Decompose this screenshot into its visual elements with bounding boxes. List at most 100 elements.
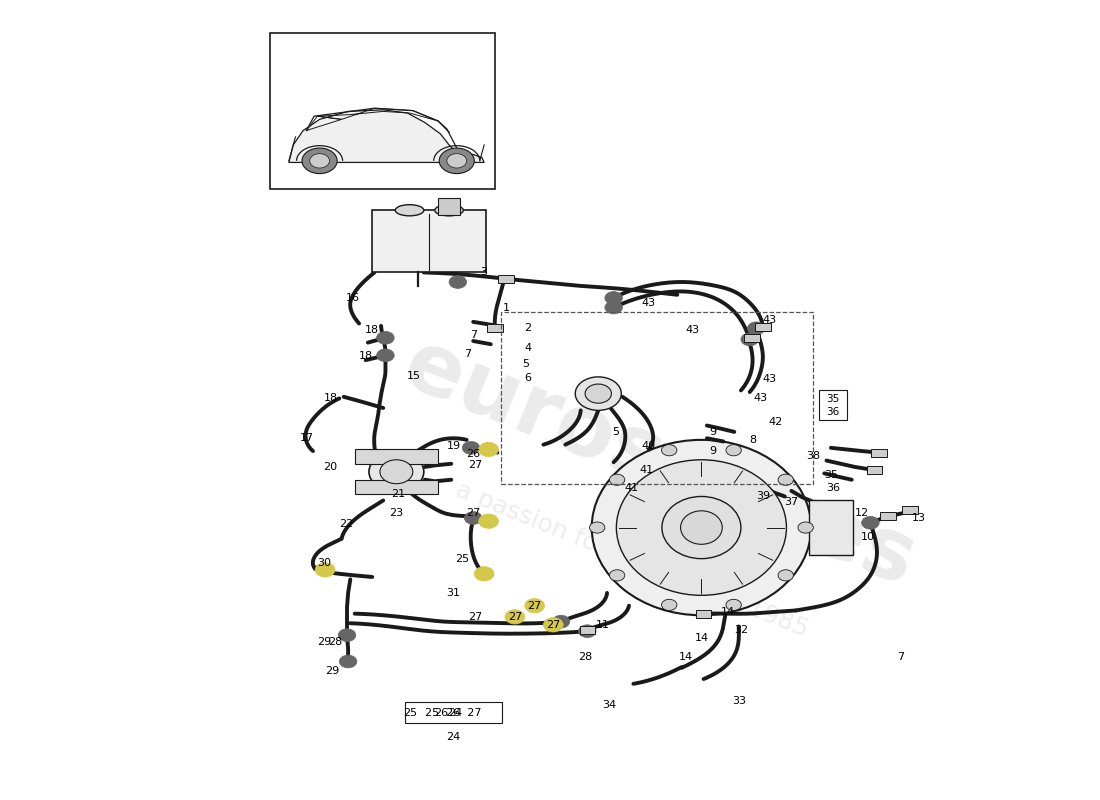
Text: 27: 27: [508, 612, 522, 622]
Text: 4: 4: [525, 343, 531, 353]
Bar: [354, 480, 438, 494]
Text: 18: 18: [323, 394, 338, 403]
Circle shape: [316, 562, 334, 577]
Bar: [808, 500, 852, 555]
Circle shape: [748, 322, 766, 334]
Bar: [405, 702, 502, 723]
Ellipse shape: [395, 205, 424, 216]
Circle shape: [543, 618, 563, 632]
Text: 7: 7: [464, 349, 471, 358]
Text: 17: 17: [299, 434, 314, 443]
Text: 27: 27: [469, 460, 483, 470]
Circle shape: [338, 629, 355, 642]
Text: 19: 19: [447, 442, 461, 451]
Bar: [867, 466, 882, 474]
Text: 42: 42: [769, 418, 783, 427]
Bar: [902, 506, 917, 514]
Text: 13: 13: [912, 513, 926, 523]
Bar: [580, 626, 595, 634]
Text: 8: 8: [749, 435, 757, 445]
Circle shape: [447, 154, 466, 168]
Text: 27: 27: [466, 508, 481, 518]
Circle shape: [464, 512, 482, 524]
Text: 21: 21: [392, 489, 406, 499]
Bar: [271, 34, 495, 189]
Text: 27: 27: [469, 612, 483, 622]
Text: 20: 20: [323, 462, 338, 472]
Text: 43: 43: [762, 374, 777, 384]
Circle shape: [478, 442, 498, 457]
Text: 25  26  27: 25 26 27: [426, 707, 482, 718]
Circle shape: [376, 349, 394, 362]
Bar: [500, 312, 813, 484]
Circle shape: [726, 599, 741, 610]
Circle shape: [505, 610, 525, 624]
Ellipse shape: [575, 377, 622, 410]
Circle shape: [605, 291, 623, 304]
Circle shape: [590, 522, 605, 533]
Circle shape: [376, 331, 394, 344]
Text: 39: 39: [756, 490, 770, 501]
Text: 29: 29: [326, 666, 340, 676]
Text: 40: 40: [641, 442, 656, 451]
Text: 5: 5: [613, 427, 619, 437]
Text: 24: 24: [447, 732, 461, 742]
Text: 31: 31: [447, 588, 461, 598]
Bar: [756, 322, 770, 330]
Ellipse shape: [616, 460, 786, 595]
Ellipse shape: [681, 511, 723, 544]
Ellipse shape: [592, 440, 811, 615]
Circle shape: [605, 301, 623, 314]
Text: 43: 43: [641, 298, 656, 308]
Text: 18: 18: [365, 325, 380, 335]
Circle shape: [778, 474, 793, 486]
Bar: [372, 210, 486, 273]
Text: 36: 36: [826, 482, 840, 493]
Ellipse shape: [368, 452, 424, 492]
Text: 43: 43: [762, 315, 777, 326]
Text: 34: 34: [602, 699, 616, 710]
Circle shape: [726, 445, 741, 456]
Bar: [487, 324, 503, 332]
Circle shape: [478, 514, 498, 528]
Text: 12: 12: [855, 508, 869, 518]
Ellipse shape: [379, 460, 412, 484]
Text: 23: 23: [389, 508, 404, 518]
Text: 10: 10: [861, 532, 876, 542]
Circle shape: [449, 276, 466, 288]
Text: a passion for parts since 1985: a passion for parts since 1985: [452, 478, 812, 642]
Text: 7: 7: [470, 330, 476, 340]
Ellipse shape: [585, 384, 612, 403]
Text: 26: 26: [434, 707, 449, 718]
Circle shape: [579, 625, 596, 638]
Text: 6: 6: [525, 373, 531, 382]
Text: 25: 25: [455, 554, 470, 565]
Text: 35: 35: [824, 470, 838, 480]
Circle shape: [609, 474, 625, 486]
Circle shape: [310, 154, 330, 168]
Circle shape: [609, 570, 625, 581]
Ellipse shape: [662, 497, 741, 558]
Text: 11: 11: [596, 620, 609, 630]
Circle shape: [661, 445, 676, 456]
Ellipse shape: [434, 205, 463, 216]
Circle shape: [339, 655, 356, 668]
Text: 41: 41: [639, 465, 653, 475]
Bar: [818, 390, 847, 420]
Text: 9: 9: [708, 446, 716, 456]
Bar: [438, 198, 460, 215]
Text: 18: 18: [359, 351, 373, 361]
Text: 27: 27: [528, 601, 542, 610]
Text: 7: 7: [898, 652, 904, 662]
Text: 15: 15: [407, 371, 421, 381]
Text: 1: 1: [503, 303, 509, 314]
Text: 26: 26: [466, 450, 481, 459]
Text: 38: 38: [806, 451, 821, 461]
Bar: [498, 275, 514, 283]
Text: 28: 28: [578, 652, 592, 662]
Circle shape: [661, 599, 676, 610]
PathPatch shape: [289, 110, 484, 162]
Circle shape: [462, 442, 480, 454]
Circle shape: [741, 333, 759, 346]
Text: 3: 3: [481, 267, 487, 278]
